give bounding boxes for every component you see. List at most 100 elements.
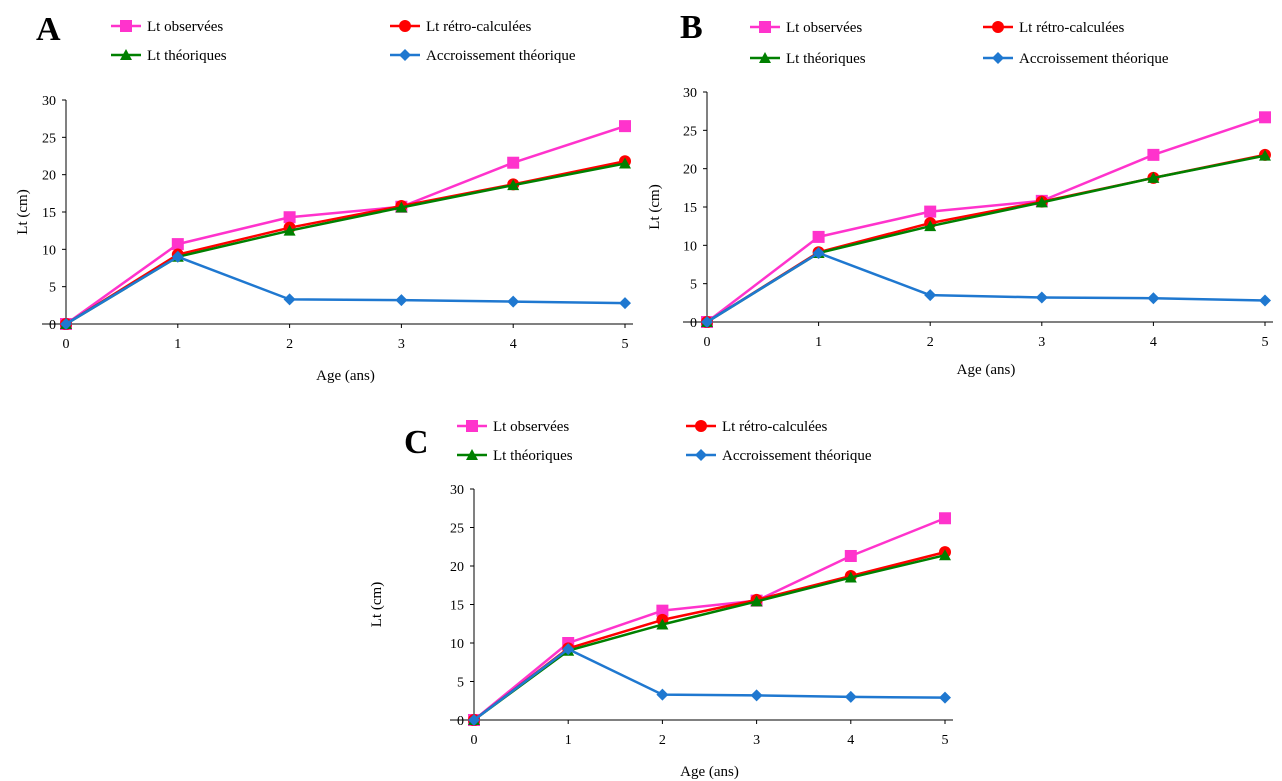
x-tick-label: 3 [1038, 335, 1045, 350]
y-tick-label: 10 [683, 239, 697, 254]
x-tick-label: 0 [63, 337, 70, 352]
data-point [171, 250, 184, 263]
data-point [1035, 196, 1048, 208]
x-axis-title: Age (ans) [957, 362, 1016, 378]
x-axis-title: Age (ans) [316, 368, 375, 384]
data-point [924, 220, 937, 232]
legend-entry: Lt théoriques [457, 448, 573, 464]
y-tick-label: 15 [42, 206, 56, 221]
data-point [844, 549, 857, 562]
data-point [507, 295, 520, 308]
panel-label-a: A [36, 11, 61, 48]
y-tick-label: 30 [42, 94, 56, 109]
series-line [473, 517, 946, 721]
data-point [395, 201, 408, 213]
x-tick-label: 4 [1150, 335, 1157, 350]
y-tick-label: 10 [450, 637, 464, 652]
y-tick-label: 30 [683, 86, 697, 101]
legend-entry: Accroissement théorique [390, 48, 576, 64]
legend-label: Accroissement théorique [1019, 51, 1169, 67]
legend-entry: Lt rétro-calculées [686, 419, 828, 435]
legend-entry: Lt théoriques [750, 51, 866, 67]
series-3 [468, 643, 951, 726]
legend-label: Lt rétro-calculées [722, 419, 828, 435]
data-point [619, 120, 631, 133]
legend-swatch-marker [759, 52, 771, 63]
data-point [701, 316, 713, 328]
legend-entry: Accroissement théorique [686, 448, 872, 464]
legend-label: Accroissement théorique [426, 48, 576, 64]
data-point [939, 512, 951, 525]
panel-label-b: B [680, 9, 703, 46]
series-2 [468, 549, 951, 725]
series-line [473, 647, 946, 721]
legend-swatch-marker [120, 20, 132, 32]
y-tick-label: 25 [42, 131, 56, 146]
y-tick-label: 5 [457, 676, 464, 691]
data-point [844, 571, 857, 583]
chart-panel-b: B 0 5 10 15 20 25 30 0 1 2 3 4 5 Age (ans) Lt (cm) Lt ob… [647, 9, 1273, 378]
y-tick-label: 20 [683, 163, 697, 178]
panel-label-c: C [404, 424, 429, 461]
legend-entry: Lt théoriques [111, 48, 227, 64]
series-3 [701, 247, 1271, 328]
data-point [507, 156, 520, 169]
y-axis-title: Lt (cm) [647, 184, 663, 229]
x-tick-label: 1 [174, 337, 181, 352]
x-tick-label: 1 [565, 733, 572, 748]
data-point [171, 238, 184, 251]
series-3 [60, 250, 631, 330]
data-point [924, 205, 937, 218]
chart-panel-c: C 0 5 10 15 20 25 30 0 1 2 3 4 5 Age (ans) Lt (cm) Lt ob… [369, 419, 953, 780]
data-point [283, 224, 296, 236]
y-tick-label: 25 [450, 522, 464, 537]
legend-label: Lt théoriques [493, 448, 573, 464]
x-tick-label: 0 [704, 335, 711, 350]
x-tick-label: 3 [398, 337, 405, 352]
legend-label: Lt théoriques [786, 51, 866, 67]
legend-entry: Lt rétro-calculées [390, 19, 532, 35]
legend-label: Lt observées [147, 19, 223, 35]
y-tick-label: 0 [49, 318, 56, 333]
x-tick-label: 1 [815, 335, 822, 350]
data-point [619, 297, 631, 310]
series-line [706, 116, 1266, 323]
data-point [395, 294, 408, 307]
legend-label: Lt théoriques [147, 48, 227, 64]
y-tick-label: 20 [450, 560, 464, 575]
legend-swatch-marker [695, 420, 707, 432]
x-tick-label: 2 [286, 337, 293, 352]
data-point [283, 211, 296, 224]
x-tick-label: 3 [753, 733, 760, 748]
series-2 [701, 149, 1271, 327]
legend-swatch-marker [759, 21, 771, 33]
x-tick-label: 0 [471, 733, 478, 748]
y-tick-label: 15 [683, 201, 697, 216]
data-point [812, 230, 825, 243]
y-tick-label: 25 [683, 124, 697, 139]
data-point [1035, 291, 1048, 304]
series-line [65, 255, 626, 326]
y-tick-label: 5 [690, 278, 697, 293]
legend-label: Accroissement théorique [722, 448, 872, 464]
chart-panel-a: A 0 5 10 15 20 25 30 0 1 2 3 4 5 Age (ans) Lt (cm) Lt ob… [15, 11, 633, 384]
y-tick-label: 20 [42, 169, 56, 184]
data-point [1147, 171, 1160, 183]
data-point [1259, 111, 1271, 124]
legend-swatch-marker [466, 449, 478, 460]
y-axis-title: Lt (cm) [369, 582, 385, 627]
x-tick-label: 2 [927, 335, 934, 350]
data-point [1259, 149, 1271, 161]
data-point [750, 689, 763, 702]
y-tick-label: 0 [457, 714, 464, 729]
legend-label: Lt observées [786, 20, 862, 36]
data-point [468, 714, 480, 726]
legend-swatch-marker [466, 420, 478, 432]
x-tick-label: 2 [659, 733, 666, 748]
x-tick-label: 5 [942, 733, 949, 748]
legend-entry: Accroissement théorique [983, 51, 1169, 67]
x-tick-label: 5 [1262, 335, 1269, 350]
data-point [619, 157, 631, 169]
legend-swatch-marker [992, 21, 1004, 33]
